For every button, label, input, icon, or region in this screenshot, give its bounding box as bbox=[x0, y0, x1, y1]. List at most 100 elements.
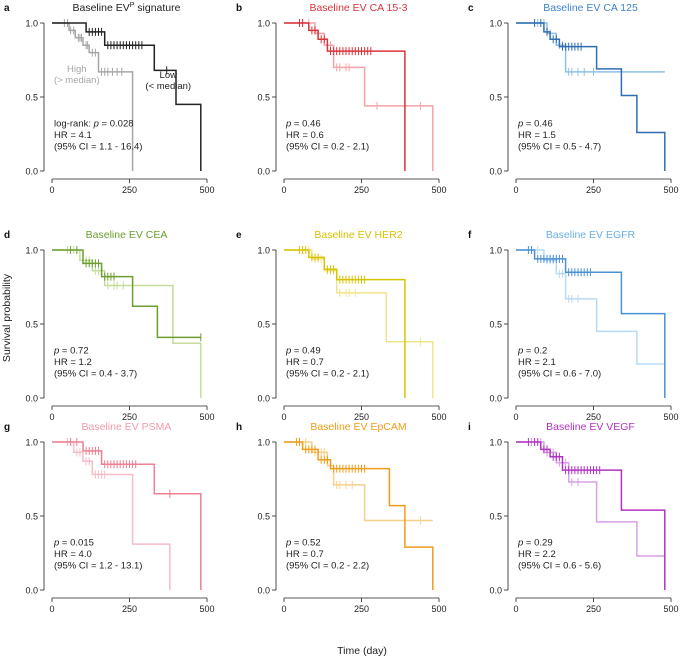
stat-line: HR = 2.2 bbox=[518, 549, 556, 560]
panel-title: Baseline EV PSMA bbox=[82, 421, 172, 433]
stat-text: p bbox=[285, 538, 291, 549]
x-tick-label: 250 bbox=[586, 412, 601, 422]
y-tick-label: 0.5 bbox=[25, 320, 38, 330]
stat-text: p bbox=[285, 346, 291, 357]
panel-f: f Baseline EV EGFR 0.0 0.5 1.0 0 250 500 p = 0.2… bbox=[468, 229, 679, 422]
y-tick-label: 0.0 bbox=[25, 394, 38, 404]
stat-line: HR = 0.7 bbox=[286, 549, 324, 560]
survival-curve-low bbox=[52, 441, 202, 590]
panel-letter: d bbox=[4, 230, 10, 241]
y-tick-label: 1.0 bbox=[489, 246, 502, 256]
y-tick-label: 1.0 bbox=[25, 19, 38, 29]
panel-title-text: Baseline EV EpCAM bbox=[310, 421, 406, 433]
group-annotation: Low bbox=[160, 70, 178, 81]
panel-title-text: Baseline EV CA 125 bbox=[543, 2, 638, 14]
x-tick-label: 0 bbox=[281, 185, 286, 195]
y-tick-label: 0.5 bbox=[489, 93, 502, 103]
stat-line: p = 0.46 bbox=[285, 119, 321, 130]
y-tick-label: 1.0 bbox=[257, 438, 270, 448]
y-tick-label: 1.0 bbox=[489, 438, 502, 448]
panel-title: Baseline EV CEA bbox=[86, 229, 168, 241]
x-tick-label: 250 bbox=[354, 412, 369, 422]
panel-title: Baseline EV HER2 bbox=[314, 229, 402, 241]
y-tick-label: 1.0 bbox=[489, 19, 502, 29]
y-tick-label: 1.0 bbox=[25, 246, 38, 256]
stat-text: = 0.49 bbox=[291, 346, 320, 357]
panel-title-text: Baseline EV VEGF bbox=[546, 421, 635, 433]
y-tick-label: 0.0 bbox=[489, 394, 502, 404]
panel-h: h Baseline EV EpCAM 0.0 0.5 1.0 0 250 500 p = 0.… bbox=[236, 421, 447, 614]
survival-curve-low bbox=[516, 22, 666, 171]
panel-letter: g bbox=[4, 422, 10, 433]
stat-text: = 0.015 bbox=[59, 538, 94, 549]
survival-curve-low bbox=[284, 249, 406, 398]
x-tick-label: 500 bbox=[199, 412, 214, 422]
stat-line: (95% CI = 0.4 - 3.7) bbox=[54, 369, 137, 380]
stat-line: (95% CI = 0.5 - 4.7) bbox=[518, 142, 601, 153]
x-tick-label: 250 bbox=[122, 412, 137, 422]
x-tick-label: 0 bbox=[49, 185, 54, 195]
survival-curve-low bbox=[52, 249, 201, 339]
y-tick-label: 0.0 bbox=[25, 167, 38, 177]
x-tick-label: 500 bbox=[663, 604, 678, 614]
panel-title: Baseline EV CA 125 bbox=[543, 2, 638, 14]
y-tick-label: 0.0 bbox=[257, 586, 270, 596]
y-tick-label: 0.0 bbox=[25, 586, 38, 596]
stat-text: = 0.46 bbox=[523, 119, 552, 130]
stat-text: p bbox=[517, 119, 523, 130]
group-annotation: High bbox=[67, 64, 87, 75]
y-tick-label: 0.5 bbox=[25, 93, 38, 103]
panel-letter: a bbox=[4, 3, 10, 14]
stat-text: = 0.46 bbox=[291, 119, 320, 130]
y-tick-label: 0.0 bbox=[257, 167, 270, 177]
x-tick-label: 250 bbox=[354, 185, 369, 195]
panel-d: d Baseline EV CEA 0.0 0.5 1.0 0 250 500 p = 0.72… bbox=[4, 229, 215, 422]
stat-line: HR = 1.2 bbox=[54, 357, 92, 368]
survival-curve-high bbox=[284, 441, 433, 522]
stat-line: HR = 0.7 bbox=[286, 357, 324, 368]
panel-title-text: Baseline EV CA 15-3 bbox=[309, 2, 407, 14]
x-tick-label: 500 bbox=[663, 412, 678, 422]
stat-line: HR = 0.6 bbox=[286, 130, 324, 141]
group-annotation: (< median) bbox=[145, 81, 191, 92]
stat-line: (95% CI = 0.6 - 5.6) bbox=[518, 561, 601, 572]
survival-curve-low bbox=[516, 249, 666, 398]
x-tick-label: 250 bbox=[122, 604, 137, 614]
y-tick-label: 0.5 bbox=[489, 320, 502, 330]
x-tick-label: 0 bbox=[49, 604, 54, 614]
panel-title-text: Baseline EV EGFR bbox=[546, 229, 636, 241]
survival-curve-low bbox=[52, 22, 202, 171]
stat-text: p bbox=[53, 346, 59, 357]
panel-title-text: Baseline EV HER2 bbox=[314, 229, 402, 241]
y-tick-label: 0.5 bbox=[489, 512, 502, 522]
group-annotation: (> median) bbox=[54, 75, 100, 86]
y-tick-label: 0.5 bbox=[257, 320, 270, 330]
stat-text: log-rank: bbox=[54, 119, 94, 130]
stat-line: (95% CI = 0.2 - 2.1) bbox=[286, 369, 369, 380]
y-tick-label: 1.0 bbox=[257, 246, 270, 256]
stat-text: = 0.72 bbox=[59, 346, 88, 357]
stat-line: log-rank: p = 0.028 bbox=[54, 119, 134, 130]
panel-letter: f bbox=[468, 230, 472, 241]
survival-curve-low bbox=[284, 22, 406, 171]
x-tick-label: 250 bbox=[586, 185, 601, 195]
x-tick-label: 0 bbox=[281, 412, 286, 422]
panel-g: g Baseline EV PSMA 0.0 0.5 1.0 0 250 500 p = 0.0… bbox=[4, 421, 215, 614]
y-tick-label: 0.5 bbox=[257, 93, 270, 103]
x-tick-label: 0 bbox=[281, 604, 286, 614]
survival-curve-high bbox=[52, 22, 134, 171]
x-tick-label: 0 bbox=[49, 412, 54, 422]
stat-text: p bbox=[517, 538, 523, 549]
stat-line: HR = 1.5 bbox=[518, 130, 556, 141]
panel-e: e Baseline EV HER2 0.0 0.5 1.0 0 250 500 p = 0.4… bbox=[236, 229, 447, 422]
stat-line: (95% CI = 0.6 - 7.0) bbox=[518, 369, 601, 380]
x-tick-label: 0 bbox=[513, 604, 518, 614]
stat-text: = 0.52 bbox=[291, 538, 320, 549]
x-tick-label: 0 bbox=[513, 412, 518, 422]
x-tick-label: 0 bbox=[513, 185, 518, 195]
stat-text: p bbox=[285, 119, 291, 130]
y-tick-label: 0.0 bbox=[489, 586, 502, 596]
x-tick-label: 500 bbox=[431, 412, 446, 422]
panel-title: Baseline EV VEGF bbox=[546, 421, 635, 433]
stat-line: (95% CI = 1.2 - 13.1) bbox=[54, 561, 142, 572]
